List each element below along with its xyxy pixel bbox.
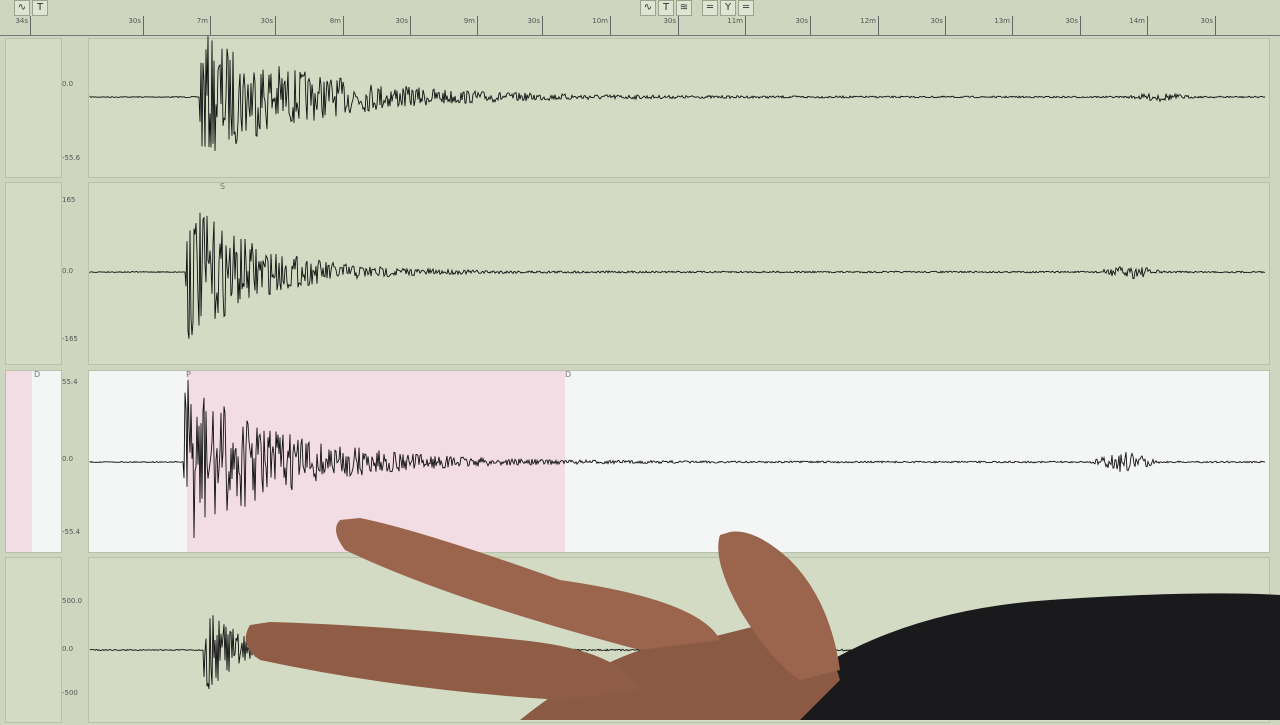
middle-finger [245,622,640,700]
waveform-tool-button[interactable]: ∿ [640,0,656,16]
filter-tool-button[interactable]: ≋ [676,0,692,16]
ruler-tick [945,16,946,36]
phase-marker: P [186,370,191,379]
ruler-tick [477,16,478,36]
ruler-tick [410,16,411,36]
ruler-label: 34s [15,17,28,25]
y-zero-label: 0.0 [62,80,74,88]
ruler-label: 30s [527,17,540,25]
y-top-label: 165 [62,196,76,204]
channel-2-info[interactable] [5,182,62,365]
thumb [718,531,840,680]
phase-marker: S [220,182,226,191]
channel-1-info[interactable] [5,38,62,178]
ruler-tick [30,16,31,36]
waveform-tool-button[interactable]: ∿ [14,0,30,16]
ruler-label: 30s [260,17,273,25]
ruler-label: 11m [727,17,743,25]
window-marker: D [34,370,41,379]
ruler-tick [1215,16,1216,36]
channel-3-info[interactable] [5,370,62,553]
ruler-label: 30s [1200,17,1213,25]
ruler-label: 30s [128,17,141,25]
ruler-label: 30s [395,17,408,25]
waveform-trace [89,36,1266,151]
ruler-label: 14m [1129,17,1145,25]
y-zero-label: 0.0 [62,267,74,275]
ruler-tick [745,16,746,36]
ruler-tick [878,16,879,36]
channel-1: 0.0 -55.6 [0,36,1280,180]
text-tool-button[interactable]: T [32,0,48,16]
ruler-tick [210,16,211,36]
y-top-label: 500.0 [62,597,83,605]
text-tool-button[interactable]: T [658,0,674,16]
y-zero-label: 0.0 [62,455,74,463]
horizontal-scale-button[interactable]: ═ [702,0,718,16]
ruler-tick [610,16,611,36]
minimize-button[interactable]: ═ [738,0,754,16]
ruler-tick [678,16,679,36]
window-marker: D [565,370,572,379]
y-bottom-label: -55.4 [62,528,81,536]
y-bottom-label: -500 [62,689,78,697]
ruler-tick [542,16,543,36]
y-bottom-label: -165 [62,335,78,343]
center-toolbar: ∿ T ≋ ═ Y ═ [640,0,754,16]
ruler-label: 7m [196,17,208,25]
y-scale-button[interactable]: Y [720,0,736,16]
ruler-label: 30s [930,17,943,25]
ruler-baseline [0,35,1280,36]
index-finger [336,518,720,650]
y-top-label: 55.4 [62,378,78,386]
ruler-label: 12m [860,17,876,25]
ruler-tick [143,16,144,36]
time-ruler: 34s 30s 7m 30s 8m 30s 9m 30s 10m 30s 11m 30s 12m 30s 1… [0,14,1280,38]
ruler-label: 30s [663,17,676,25]
ruler-label: 30s [795,17,808,25]
y-zero-label: 0.0 [62,645,74,653]
channel-1-plot[interactable] [88,38,1270,178]
y-bottom-label: -55.6 [62,154,81,162]
ruler-tick [343,16,344,36]
ruler-tick [810,16,811,36]
ruler-label: 13m [994,17,1010,25]
ruler-tick [275,16,276,36]
ruler-label: 30s [1065,17,1078,25]
ruler-label: 8m [329,17,341,25]
left-toolbar: ∿ T [14,0,48,16]
ruler-tick [1012,16,1013,36]
ruler-tick [1080,16,1081,36]
sleeve [780,593,1280,720]
waveform-trace [89,212,1265,339]
channel-4-info[interactable] [5,557,62,723]
ruler-label: 10m [592,17,608,25]
ruler-label: 9m [463,17,475,25]
waveform-trace [89,380,1266,539]
ruler-tick [1147,16,1148,36]
